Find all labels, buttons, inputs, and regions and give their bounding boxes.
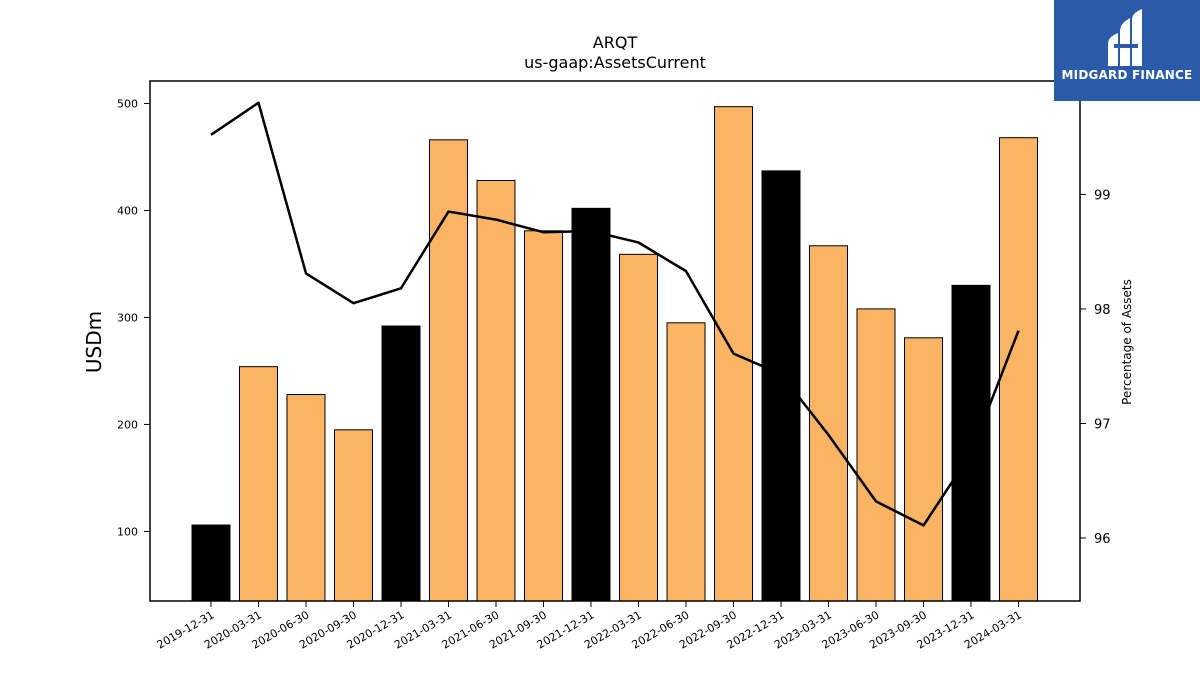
bar-2020-09-30: [334, 429, 373, 602]
y-tick-label: 400: [117, 204, 138, 217]
bar-2024-03-31: [999, 137, 1038, 602]
bar-2023-06-30: [856, 308, 896, 602]
bar-2020-12-31: [381, 325, 421, 602]
bar-2022-12-31: [761, 170, 801, 602]
y-tick-label: 100: [117, 525, 138, 538]
bar-2022-06-30: [666, 322, 706, 602]
bar-2021-03-31: [429, 139, 468, 602]
y2-tick-label: 99: [1094, 188, 1111, 203]
chart-subtitle: us-gaap:AssetsCurrent: [524, 53, 706, 72]
y2-tick-label: 98: [1094, 303, 1111, 318]
y2-tick-label: 96: [1094, 532, 1111, 547]
y2-tick-label: 97: [1094, 417, 1111, 432]
axes: 100200300400500969798992019-12-312020-03…: [117, 80, 1111, 652]
bar-2021-06-30: [476, 180, 516, 602]
chart-title: ARQT: [593, 33, 638, 52]
plot-frame: [149, 80, 1081, 602]
logo-text: MIDGARD FINANCE: [1061, 68, 1193, 82]
bar-2020-03-31: [239, 366, 278, 602]
line-percentage-of-assets: [210, 101, 1020, 527]
y-tick-label: 300: [117, 311, 138, 324]
bar-2022-03-31: [619, 253, 658, 602]
y-tick-label: 500: [117, 97, 138, 110]
line-series-layer: [210, 101, 1020, 527]
bar-2021-12-31: [571, 207, 611, 602]
bar-2023-03-31: [809, 245, 848, 602]
bar-2021-09-30: [524, 230, 563, 602]
bar-2023-09-30: [904, 337, 943, 602]
bar-series: [191, 106, 1038, 602]
bar-2023-12-31: [951, 284, 991, 602]
bar-2020-06-30: [286, 393, 326, 602]
bar-2019-12-31: [191, 524, 231, 602]
logo-mark-icon: [1108, 9, 1142, 66]
y2-axis-label: Percentage of Assets: [1120, 279, 1134, 405]
y-tick-label: 200: [117, 418, 138, 431]
brand-logo: MIDGARD FINANCE: [1054, 0, 1200, 101]
y-axis-label: USDm: [82, 311, 106, 373]
